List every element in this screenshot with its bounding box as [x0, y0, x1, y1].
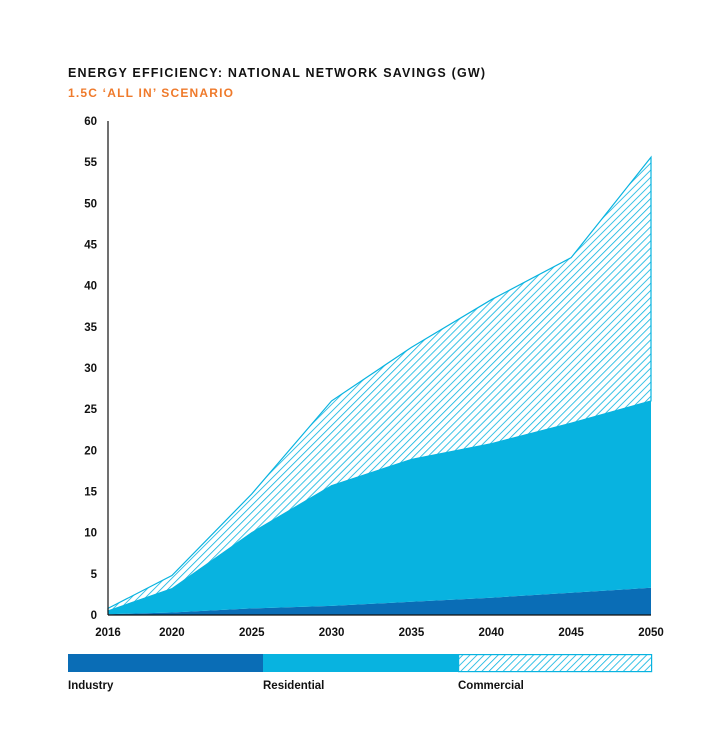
area-residential	[108, 400, 651, 615]
legend-swatch-commercial	[458, 653, 653, 673]
x-tick-label: 2050	[638, 627, 664, 639]
x-tick-label: 2025	[239, 627, 265, 639]
y-tick-label: 0	[91, 610, 97, 622]
y-tick-label: 10	[84, 528, 97, 540]
legend-swatch-industry	[68, 654, 263, 672]
legend-label-residential: Residential	[263, 680, 325, 692]
y-tick-label: 30	[84, 363, 97, 375]
y-tick-label: 5	[91, 569, 98, 581]
y-tick-label: 45	[84, 240, 97, 252]
x-tick-label: 2040	[478, 627, 504, 639]
y-tick-label: 50	[84, 198, 97, 210]
y-tick-label: 20	[84, 445, 97, 457]
chart-subtitle: 1.5C ‘ALL IN’ SCENARIO	[68, 86, 235, 100]
y-tick-label: 15	[84, 487, 97, 499]
x-tick-label: 2030	[319, 627, 345, 639]
legend-label-commercial: Commercial	[458, 680, 524, 692]
x-tick-label: 2035	[399, 627, 425, 639]
legend-swatches	[68, 653, 653, 673]
chart-title: ENERGY EFFICIENCY: NATIONAL NETWORK SAVI…	[68, 66, 487, 80]
area-industry	[108, 587, 651, 615]
legend-swatch-residential	[263, 654, 458, 672]
area-commercial	[107, 155, 652, 612]
x-tick-label: 2045	[558, 627, 584, 639]
x-tick-label: 2020	[159, 627, 185, 639]
y-tick-label: 60	[84, 116, 97, 128]
y-tick-label: 55	[84, 157, 97, 169]
legend-label-industry: Industry	[68, 680, 114, 692]
chart-areas	[107, 155, 652, 615]
y-tick-label: 35	[84, 322, 97, 334]
y-tick-label: 25	[84, 404, 97, 416]
y-tick-label: 40	[84, 281, 97, 293]
x-tick-label: 2016	[95, 627, 121, 639]
